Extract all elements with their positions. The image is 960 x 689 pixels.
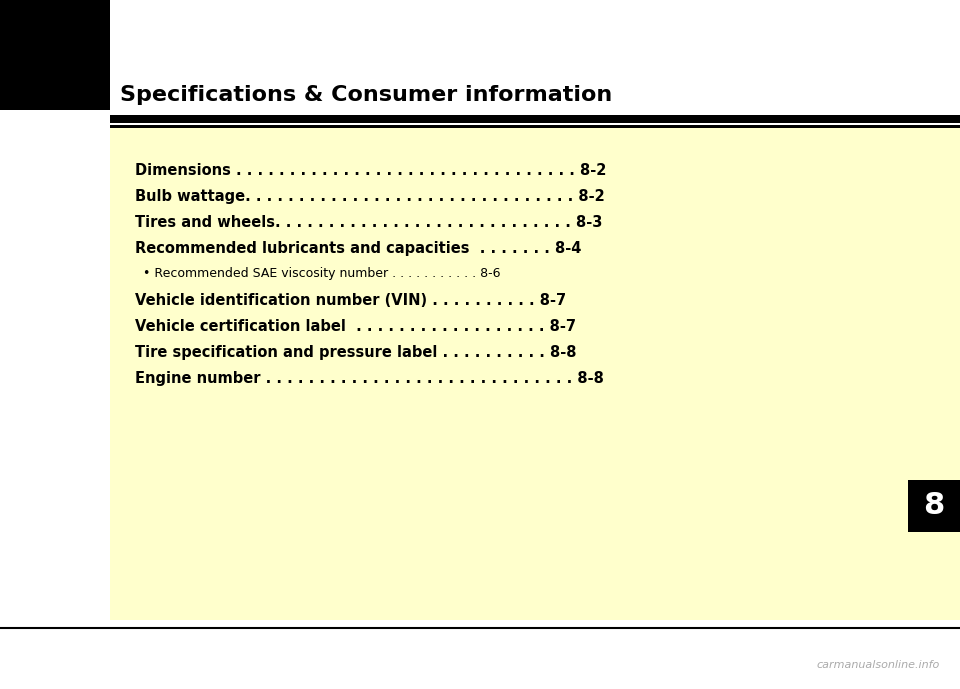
Text: Specifications & Consumer information: Specifications & Consumer information — [120, 85, 612, 105]
Text: Dimensions . . . . . . . . . . . . . . . . . . . . . . . . . . . . . . . . 8-2: Dimensions . . . . . . . . . . . . . . .… — [135, 163, 607, 178]
Text: Tire specification and pressure label . . . . . . . . . . 8-8: Tire specification and pressure label . … — [135, 345, 577, 360]
Bar — [110, 125, 960, 128]
Text: 8: 8 — [924, 491, 945, 520]
Text: Vehicle certification label  . . . . . . . . . . . . . . . . . . 8-7: Vehicle certification label . . . . . . … — [135, 319, 576, 334]
Bar — [110, 0, 960, 115]
Text: Tires and wheels. . . . . . . . . . . . . . . . . . . . . . . . . . . . 8-3: Tires and wheels. . . . . . . . . . . . … — [135, 215, 602, 230]
Bar — [908, 480, 960, 532]
Text: carmanualsonline.info: carmanualsonline.info — [817, 660, 940, 670]
Text: • Recommended SAE viscosity number . . . . . . . . . . . 8-6: • Recommended SAE viscosity number . . .… — [135, 267, 500, 280]
Bar — [110, 115, 960, 123]
Text: Recommended lubricants and capacities  . . . . . . . 8-4: Recommended lubricants and capacities . … — [135, 241, 582, 256]
Text: Engine number . . . . . . . . . . . . . . . . . . . . . . . . . . . . . 8-8: Engine number . . . . . . . . . . . . . … — [135, 371, 604, 386]
Text: Vehicle identification number (VIN) . . . . . . . . . . 8-7: Vehicle identification number (VIN) . . … — [135, 293, 566, 308]
Bar — [110, 126, 960, 620]
Bar — [0, 0, 110, 110]
Text: Bulb wattage. . . . . . . . . . . . . . . . . . . . . . . . . . . . . . . 8-2: Bulb wattage. . . . . . . . . . . . . . … — [135, 189, 605, 204]
